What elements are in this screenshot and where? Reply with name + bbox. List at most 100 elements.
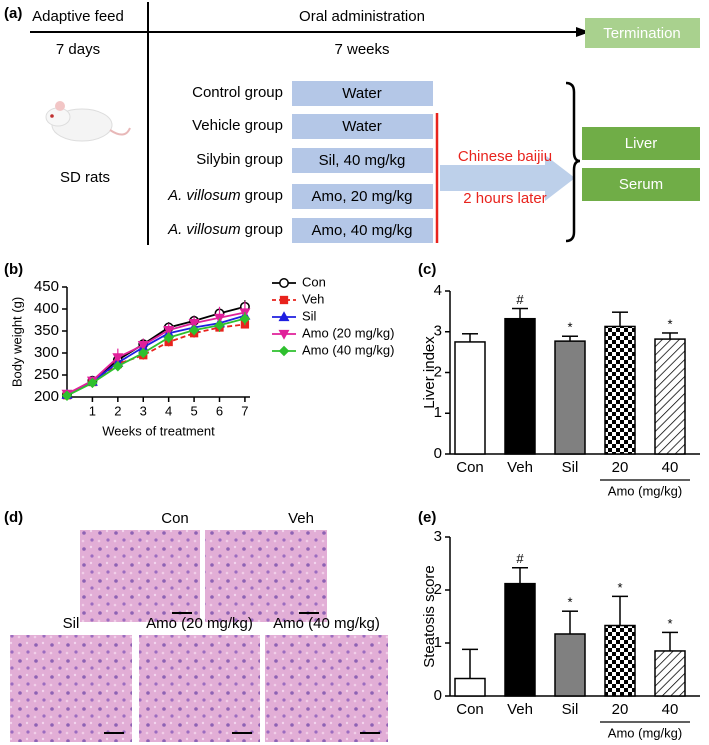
group-name: Control group [192, 84, 283, 101]
marker [137, 347, 149, 359]
termination-label: Termination [603, 25, 681, 42]
rat-ear [55, 101, 65, 111]
marker [163, 332, 174, 343]
x-axis-title: Weeks of treatment [102, 423, 215, 438]
phase-duration: 7 weeks [334, 41, 389, 58]
y-tick-label: 4 [434, 282, 442, 299]
treatment-label: Amo, 20 mg/kg [312, 188, 413, 205]
y-tick-label: 300 [34, 344, 59, 361]
panel-label: (d) [4, 509, 23, 526]
x-tick-label: Veh [507, 701, 533, 718]
image-label: Con [161, 510, 189, 527]
y-tick-label: 450 [34, 278, 59, 295]
timeline-arrow [576, 27, 590, 37]
sample-box [582, 168, 700, 201]
phase-label: Oral administration [299, 8, 425, 25]
y-axis-title: Body weight (g) [9, 297, 24, 387]
group-name: group [245, 187, 283, 204]
x-tick-label: 7 [241, 403, 248, 418]
image-label: Amo (40 mg/kg) [273, 615, 380, 632]
marker [61, 390, 73, 401]
y-tick-label: 250 [34, 366, 59, 383]
legend-label: Veh [302, 291, 324, 306]
legend-label: Amo (20 mg/kg) [302, 325, 394, 340]
bar [504, 582, 536, 697]
y-tick-label: 350 [34, 322, 59, 339]
group-label: Control group [192, 84, 283, 101]
animal-label: SD rats [60, 169, 110, 186]
group-label: Amo (mg/kg) [608, 725, 682, 740]
rat-eye [50, 114, 54, 118]
x-tick-label: 4 [165, 403, 172, 418]
x-tick-label: 2 [114, 403, 121, 418]
group-species: A. villosum [167, 187, 241, 204]
marker [112, 353, 124, 364]
sample-label: Liver [625, 135, 658, 152]
x-tick-label: 20 [612, 459, 629, 476]
marker [137, 340, 149, 351]
x-tick-label: 40 [662, 459, 679, 476]
x-tick-label: Sil [562, 459, 579, 476]
phase-label: Adaptive feed [32, 8, 124, 25]
y-tick-label: 3 [434, 323, 442, 340]
treatment-box [292, 218, 433, 243]
group-label: A. villosum group [167, 187, 283, 204]
treatment-label: Amo, 40 mg/kg [312, 222, 413, 239]
treatment-label: Water [342, 118, 381, 135]
y-tick-label: 1 [434, 404, 442, 421]
significance-mark: * [567, 595, 572, 610]
treatment-box [292, 148, 433, 173]
group-name: group [245, 221, 283, 238]
group-label: Vehicle group [192, 117, 283, 134]
marker [188, 318, 200, 329]
y-axis-title: Steatosis score [421, 565, 438, 668]
significance-mark: # [516, 292, 524, 307]
legend-label: Amo (40 mg/kg) [302, 342, 394, 357]
legend-marker [278, 345, 290, 357]
x-tick-label: 40 [662, 701, 679, 718]
rat-tail [109, 127, 131, 136]
y-tick-label: 3 [434, 528, 442, 545]
histology-image [265, 635, 388, 742]
legend-marker [278, 311, 290, 322]
timing-label: 2 hours later [463, 190, 546, 207]
image-label: Amo (20 mg/kg) [146, 615, 253, 632]
panel-label: (c) [418, 261, 436, 278]
bar [554, 633, 586, 697]
panel-label: (a) [4, 5, 22, 22]
marker [214, 313, 225, 324]
legend-marker [279, 278, 289, 288]
x-tick-label: 20 [612, 701, 629, 718]
x-tick-label: Sil [562, 701, 579, 718]
bar [604, 624, 636, 697]
significance-mark: * [667, 616, 672, 631]
x-tick-label: Con [456, 459, 484, 476]
panel-label: (b) [4, 261, 23, 278]
y-tick-label: 200 [34, 388, 59, 405]
sample-box [582, 127, 700, 160]
histology-image [139, 635, 260, 742]
group-name: Vehicle group [192, 117, 283, 134]
treatment-box [292, 114, 433, 139]
x-tick-label: 5 [190, 403, 197, 418]
marker [112, 360, 124, 372]
challenge-label: Chinese baijiu [458, 148, 552, 165]
group-label: Silybin group [196, 151, 283, 168]
significance-mark: * [667, 316, 672, 331]
bar [554, 340, 586, 455]
y-tick-label: 0 [434, 687, 442, 704]
significance-mark: * [617, 580, 622, 595]
x-tick-label: Veh [507, 459, 533, 476]
y-tick-label: 2 [434, 581, 442, 598]
legend-label: Sil [302, 308, 317, 323]
sample-label: Serum [619, 176, 663, 193]
x-tick-label: 1 [89, 403, 96, 418]
bar [604, 325, 636, 455]
legend-marker [278, 329, 290, 340]
panel-label: (e) [418, 509, 436, 526]
treatment-box [292, 184, 433, 209]
y-tick-label: 0 [434, 445, 442, 462]
image-label: Veh [288, 510, 314, 527]
bar [454, 677, 486, 697]
